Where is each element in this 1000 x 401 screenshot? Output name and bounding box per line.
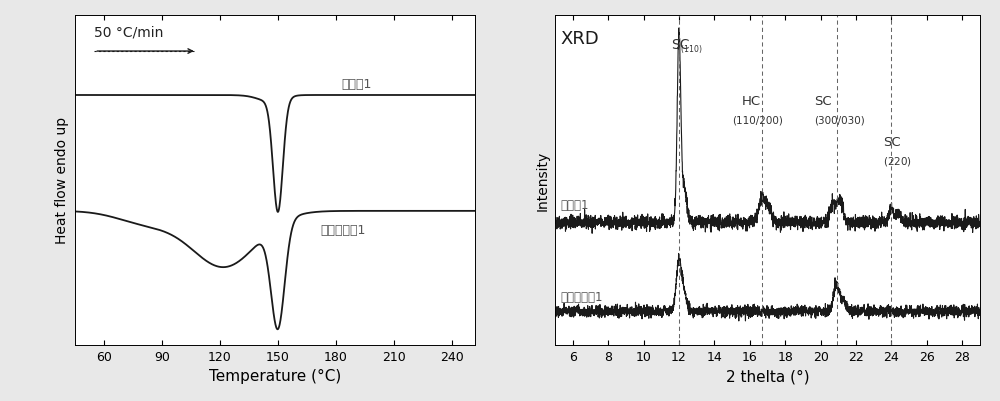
Text: (300/030): (300/030) bbox=[814, 115, 865, 125]
Text: $(220)$: $(220)$ bbox=[883, 154, 912, 167]
Text: 对比实施例1: 对比实施例1 bbox=[560, 291, 603, 304]
Text: SC: SC bbox=[671, 38, 689, 52]
Text: HC: HC bbox=[742, 95, 761, 108]
Text: $_{(110)}$: $_{(110)}$ bbox=[680, 43, 702, 55]
Text: 实施例1: 实施例1 bbox=[560, 198, 589, 211]
X-axis label: Temperature (°C): Temperature (°C) bbox=[209, 368, 341, 383]
Text: XRD: XRD bbox=[560, 30, 599, 48]
Text: SC: SC bbox=[883, 136, 901, 148]
Text: 50 °C/min: 50 °C/min bbox=[94, 25, 164, 39]
X-axis label: 2 thelta (°): 2 thelta (°) bbox=[726, 368, 809, 383]
Y-axis label: Intensity: Intensity bbox=[535, 150, 549, 211]
Text: 对比实施例1: 对比实施例1 bbox=[320, 223, 366, 236]
Text: 实施例1: 实施例1 bbox=[342, 78, 372, 91]
Text: (110/200): (110/200) bbox=[732, 115, 783, 125]
Y-axis label: Heat flow endo up: Heat flow endo up bbox=[55, 117, 69, 244]
Text: SC: SC bbox=[814, 95, 832, 108]
